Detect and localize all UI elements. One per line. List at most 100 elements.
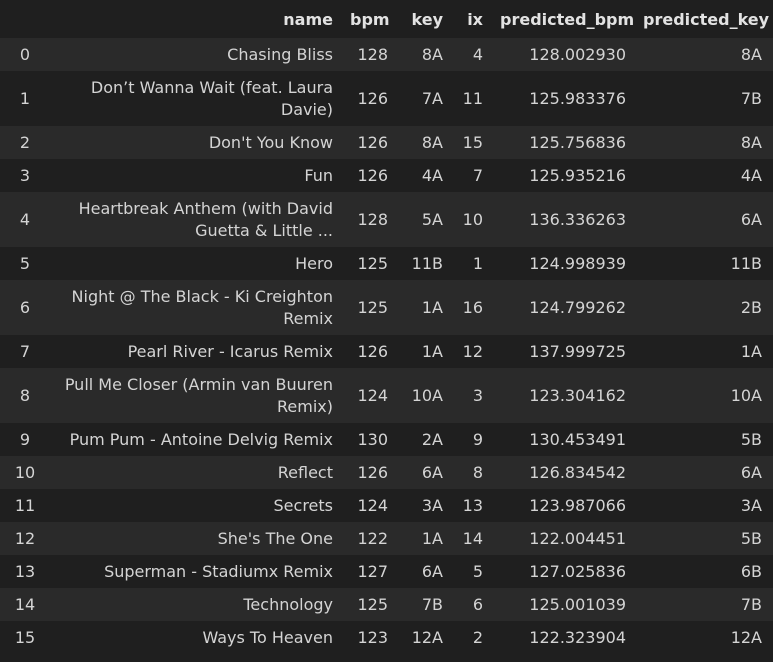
cell-key: 7B bbox=[421, 595, 443, 614]
cell-bpm: 126 bbox=[357, 166, 388, 185]
cell-key: 2A bbox=[421, 430, 443, 449]
cell-ix: 13 bbox=[462, 496, 483, 515]
row-index: 4 bbox=[19, 210, 31, 229]
cell-predicted-bpm: 125.983376 bbox=[529, 89, 626, 108]
cell-predicted-bpm: 124.799262 bbox=[529, 298, 626, 317]
table-row: 11 Secrets 124 3A 13 123.987066 3A bbox=[0, 489, 773, 522]
cell-name: Heartbreak Anthem (with David Guetta & L… bbox=[78, 198, 333, 240]
column-header-predicted-key: predicted_key bbox=[637, 0, 773, 38]
cell-name: Secrets bbox=[273, 495, 333, 515]
cell-predicted-key: 1A bbox=[740, 342, 762, 361]
column-header-name: name bbox=[50, 0, 344, 38]
row-index: 15 bbox=[14, 628, 36, 647]
table-row: 4 Heartbreak Anthem (with David Guetta &… bbox=[0, 192, 773, 247]
cell-ix: 1 bbox=[472, 254, 483, 273]
cell-predicted-key: 2B bbox=[740, 298, 762, 317]
table-row: 12 She's The One 122 1A 14 122.004451 5B bbox=[0, 522, 773, 555]
cell-bpm: 122 bbox=[357, 529, 388, 548]
cell-key: 7A bbox=[421, 89, 443, 108]
cell-bpm: 130 bbox=[357, 430, 388, 449]
table-row: 0 Chasing Bliss 128 8A 4 128.002930 8A bbox=[0, 38, 773, 71]
cell-predicted-bpm: 122.004451 bbox=[529, 529, 626, 548]
cell-predicted-key: 8A bbox=[740, 45, 762, 64]
cell-predicted-bpm: 130.453491 bbox=[529, 430, 626, 449]
cell-ix: 4 bbox=[472, 45, 483, 64]
cell-ix: 9 bbox=[472, 430, 483, 449]
cell-name: Ways To Heaven bbox=[202, 627, 333, 647]
cell-ix: 7 bbox=[472, 166, 483, 185]
cell-key: 8A bbox=[421, 133, 443, 152]
cell-name: Reflect bbox=[277, 462, 333, 482]
cell-bpm: 124 bbox=[357, 496, 388, 515]
cell-predicted-key: 7B bbox=[740, 89, 762, 108]
cell-predicted-key: 6A bbox=[740, 463, 762, 482]
row-index: 9 bbox=[19, 430, 31, 449]
cell-predicted-key: 6A bbox=[740, 210, 762, 229]
cell-bpm: 125 bbox=[357, 298, 388, 317]
row-index: 5 bbox=[19, 254, 31, 273]
table-row: 13 Superman - Stadiumx Remix 127 6A 5 12… bbox=[0, 555, 773, 588]
cell-bpm: 125 bbox=[357, 595, 388, 614]
cell-name: Superman - Stadiumx Remix bbox=[104, 561, 333, 581]
cell-key: 1A bbox=[421, 529, 443, 548]
cell-ix: 16 bbox=[462, 298, 483, 317]
cell-ix: 15 bbox=[462, 133, 483, 152]
cell-name: Fun bbox=[304, 165, 333, 185]
column-header-key: key bbox=[399, 0, 454, 38]
cell-predicted-key: 7B bbox=[740, 595, 762, 614]
cell-ix: 6 bbox=[472, 595, 483, 614]
cell-key: 1A bbox=[421, 342, 443, 361]
cell-predicted-key: 5B bbox=[740, 430, 762, 449]
cell-predicted-key: 8A bbox=[740, 133, 762, 152]
cell-predicted-bpm: 125.935216 bbox=[529, 166, 626, 185]
cell-bpm: 128 bbox=[357, 45, 388, 64]
cell-bpm: 126 bbox=[357, 463, 388, 482]
row-index: 2 bbox=[19, 133, 31, 152]
cell-predicted-bpm: 124.998939 bbox=[529, 254, 626, 273]
table-row: 7 Pearl River - Icarus Remix 126 1A 12 1… bbox=[0, 335, 773, 368]
cell-name: Pum Pum - Antoine Delvig Remix bbox=[69, 429, 333, 449]
cell-ix: 11 bbox=[462, 89, 483, 108]
cell-name: Don’t Wanna Wait (feat. Laura Davie) bbox=[90, 77, 333, 119]
cell-key: 3A bbox=[421, 496, 443, 515]
cell-ix: 2 bbox=[472, 628, 483, 647]
cell-ix: 10 bbox=[462, 210, 483, 229]
cell-name: Technology bbox=[243, 594, 333, 614]
cell-bpm: 126 bbox=[357, 342, 388, 361]
cell-predicted-bpm: 123.987066 bbox=[529, 496, 626, 515]
cell-key: 5A bbox=[421, 210, 443, 229]
cell-bpm: 123 bbox=[357, 628, 388, 647]
cell-predicted-bpm: 125.756836 bbox=[529, 133, 626, 152]
cell-predicted-bpm: 126.834542 bbox=[529, 463, 626, 482]
cell-predicted-bpm: 127.025836 bbox=[529, 562, 626, 581]
table-row: 1 Don’t Wanna Wait (feat. Laura Davie) 1… bbox=[0, 71, 773, 126]
table-row: 8 Pull Me Closer (Armin van Buuren Remix… bbox=[0, 368, 773, 423]
column-header-predicted-bpm: predicted_bpm bbox=[494, 0, 637, 38]
cell-name: Pull Me Closer (Armin van Buuren Remix) bbox=[64, 374, 333, 416]
row-index: 11 bbox=[14, 496, 36, 515]
row-index: 0 bbox=[19, 45, 31, 64]
table-row: 9 Pum Pum - Antoine Delvig Remix 130 2A … bbox=[0, 423, 773, 456]
row-index: 14 bbox=[14, 595, 36, 614]
cell-key: 10A bbox=[411, 386, 443, 405]
cell-predicted-key: 5B bbox=[740, 529, 762, 548]
cell-ix: 5 bbox=[472, 562, 483, 581]
row-index: 3 bbox=[19, 166, 31, 185]
cell-predicted-bpm: 125.001039 bbox=[529, 595, 626, 614]
row-index: 10 bbox=[14, 463, 36, 482]
cell-name: Pearl River - Icarus Remix bbox=[127, 341, 333, 361]
cell-name: Hero bbox=[295, 253, 333, 273]
cell-predicted-key: 10A bbox=[730, 386, 762, 405]
cell-predicted-bpm: 128.002930 bbox=[529, 45, 626, 64]
column-header-bpm: bpm bbox=[344, 0, 399, 38]
cell-predicted-key: 11B bbox=[730, 254, 762, 273]
cell-bpm: 128 bbox=[357, 210, 388, 229]
cell-key: 11B bbox=[411, 254, 443, 273]
table-row: 15 Ways To Heaven 123 12A 2 122.323904 1… bbox=[0, 621, 773, 654]
cell-predicted-key: 4A bbox=[740, 166, 762, 185]
cell-name: Night @ The Black - Ki Creighton Remix bbox=[71, 286, 333, 328]
table-row: 6 Night @ The Black - Ki Creighton Remix… bbox=[0, 280, 773, 335]
table-row: 10 Reflect 126 6A 8 126.834542 6A bbox=[0, 456, 773, 489]
